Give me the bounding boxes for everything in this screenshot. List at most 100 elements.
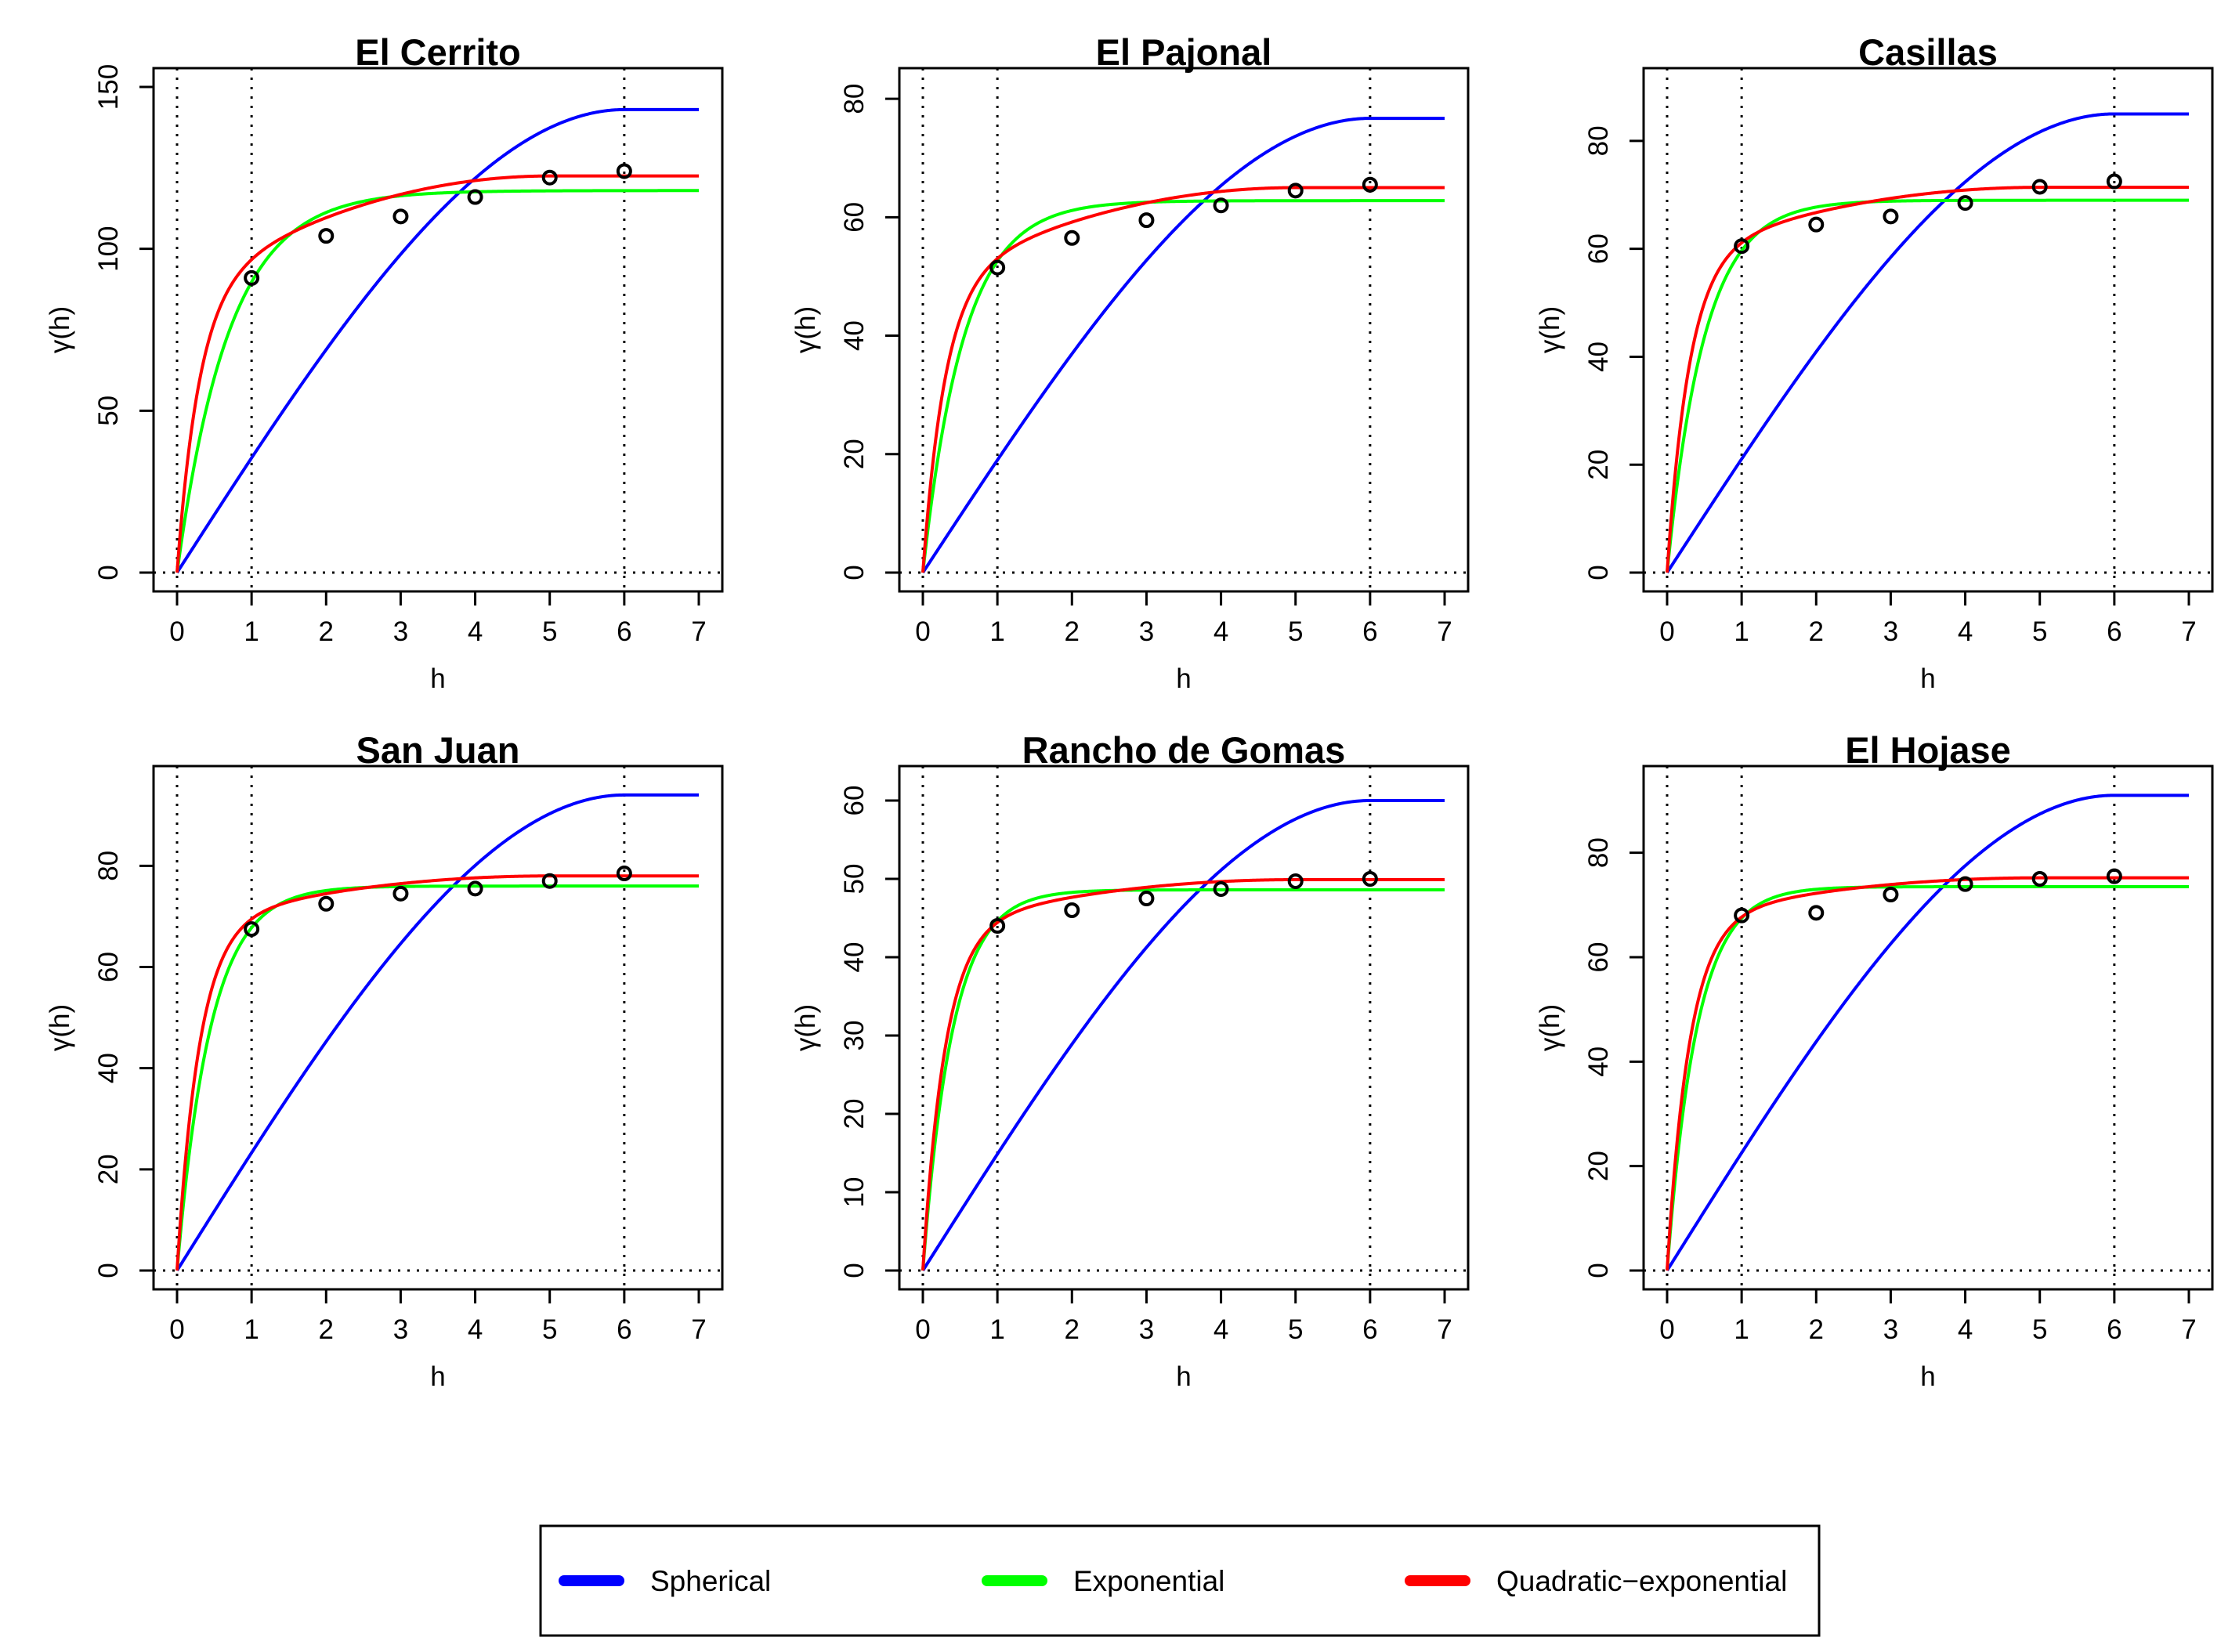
data-point (1808, 216, 1825, 233)
panel-el-cerrito: El Cerrito 0 1 2 3 4 5 6 7 h 0 50 100 150 γ(h) (45, 31, 724, 694)
series-line-exponential (175, 189, 699, 573)
data-point (1138, 212, 1155, 229)
data-point (541, 873, 558, 889)
x-tick-label: 3 (1883, 616, 1898, 647)
data-point (1138, 891, 1155, 906)
x-tick-label: 0 (1659, 616, 1674, 647)
x-tick-label: 4 (1214, 616, 1228, 647)
x-tick-label: 6 (617, 616, 631, 647)
data-point (1957, 195, 1973, 211)
plot-frame (152, 67, 724, 593)
legend-box (539, 1524, 1821, 1637)
y-tick-label: 60 (1583, 942, 1614, 973)
x-tick-label: 6 (1362, 1314, 1377, 1345)
legend-entry: Quadratic−exponential (1405, 1565, 1787, 1597)
data-point (2106, 868, 2122, 884)
data-point (244, 921, 260, 938)
panel-title: Rancho de Gomas (1022, 729, 1346, 771)
data-point (318, 228, 335, 244)
y-tick-label: 0 (93, 1263, 124, 1278)
panel-casillas: Casillas 0 1 2 3 4 5 6 7 h 0 20 40 60 80 γ(h) (1535, 31, 2214, 694)
series-line-spherical (921, 799, 1445, 1272)
series-line-spherical (1666, 793, 2189, 1272)
data-point (1362, 176, 1378, 193)
y-tick-label: 0 (1583, 565, 1614, 580)
y-tick-label: 50 (93, 396, 124, 426)
panel-title: El Hojase (1845, 729, 2011, 771)
y-tick-label: 20 (1583, 450, 1614, 480)
plot-frame (152, 765, 724, 1291)
x-tick-label: 1 (989, 616, 1004, 647)
data-point (1213, 881, 1229, 897)
x-tick-label: 4 (468, 616, 483, 647)
x-axis-label: h (1920, 1361, 1935, 1392)
panel-san-juan: San Juan 0 1 2 3 4 5 6 7 h 0 20 40 60 80 γ(h) (45, 729, 724, 1392)
y-tick-label: 10 (839, 1177, 870, 1208)
legend-entry: Spherical (559, 1565, 771, 1597)
y-tick-label: 100 (93, 226, 124, 271)
y-axis-label: γ(h) (1535, 1004, 1565, 1051)
y-axis-label: γ(h) (790, 1004, 821, 1051)
plot-frame (1642, 67, 2214, 593)
data-point (1064, 902, 1080, 918)
x-tick-label: 7 (1437, 1314, 1452, 1345)
series-line-spherical (1666, 112, 2189, 574)
data-point (1287, 873, 1304, 889)
x-tick-label: 0 (169, 1314, 184, 1345)
series-line-spherical (175, 793, 699, 1272)
y-tick-label: 50 (839, 864, 870, 895)
data-point (1883, 208, 1899, 225)
series-line-quadratic-exponential (175, 174, 699, 573)
x-tick-label: 2 (1065, 616, 1080, 647)
plot-frame (898, 765, 1470, 1291)
x-tick-label: 5 (2032, 1314, 2047, 1345)
data-point (616, 866, 632, 882)
series-line-exponential (1666, 885, 2189, 1271)
x-axis-label: h (1176, 1361, 1191, 1392)
x-tick-label: 3 (393, 616, 408, 647)
x-tick-label: 4 (1958, 616, 1973, 647)
y-tick-label: 60 (1583, 233, 1614, 264)
y-tick-label: 40 (1583, 1047, 1614, 1077)
y-axis-label: γ(h) (45, 306, 75, 353)
legend: Spherical Exponential Quadratic−exponentia… (539, 1524, 1821, 1637)
y-tick-label: 40 (1583, 342, 1614, 372)
panel-el-hojase: El Hojase 0 1 2 3 4 5 6 7 h 0 20 40 60 80 γ(h) (1535, 729, 2214, 1392)
x-tick-label: 0 (915, 1314, 930, 1345)
y-tick-label: 20 (839, 439, 870, 469)
x-axis-label: h (1176, 663, 1191, 694)
x-tick-label: 1 (1734, 616, 1749, 647)
x-axis-label: h (430, 663, 445, 694)
panel-title: El Cerrito (355, 31, 521, 73)
y-tick-label: 60 (839, 202, 870, 233)
y-tick-label: 60 (93, 952, 124, 982)
series-line-spherical (921, 117, 1445, 574)
x-tick-label: 6 (617, 1314, 631, 1345)
series-line-exponential (175, 884, 699, 1271)
series-line-quadratic-exponential (921, 878, 1445, 1271)
x-tick-label: 4 (1958, 1314, 1973, 1345)
y-tick-label: 40 (839, 320, 870, 351)
data-point (2031, 871, 2048, 887)
y-tick-label: 80 (1583, 837, 1614, 868)
x-tick-label: 2 (1809, 616, 1824, 647)
plot-frame (898, 67, 1470, 593)
x-tick-label: 2 (319, 616, 334, 647)
series-line-quadratic-exponential (1666, 876, 2189, 1271)
data-point (1213, 197, 1229, 214)
x-tick-label: 5 (542, 1314, 557, 1345)
series-line-quadratic-exponential (1666, 186, 2189, 573)
data-point (467, 880, 483, 897)
y-tick-label: 20 (93, 1154, 124, 1184)
data-point (1287, 183, 1304, 199)
legend-entry: Exponential (982, 1565, 1224, 1597)
series-line-quadratic-exponential (175, 874, 699, 1271)
x-tick-label: 7 (691, 616, 706, 647)
data-point (1957, 876, 1973, 892)
data-point (1734, 907, 1750, 924)
y-tick-label: 0 (93, 565, 124, 580)
data-point (541, 169, 558, 186)
x-tick-label: 3 (1139, 616, 1154, 647)
